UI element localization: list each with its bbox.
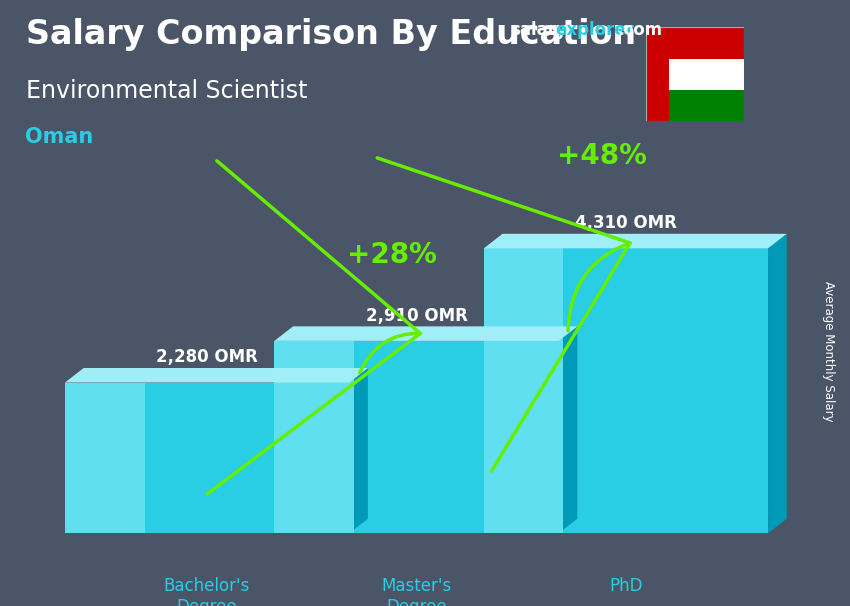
Text: 2,910 OMR: 2,910 OMR: [366, 307, 468, 325]
Polygon shape: [275, 327, 577, 341]
Text: Bachelor's
Degree: Bachelor's Degree: [164, 577, 250, 606]
Polygon shape: [65, 368, 368, 382]
Polygon shape: [349, 368, 368, 533]
Polygon shape: [558, 327, 577, 533]
Text: 4,310 OMR: 4,310 OMR: [575, 214, 677, 232]
Polygon shape: [65, 382, 144, 533]
FancyBboxPatch shape: [484, 248, 768, 533]
Text: .com: .com: [617, 21, 662, 39]
Text: Master's
Degree: Master's Degree: [382, 577, 451, 606]
Text: Average Monthly Salary: Average Monthly Salary: [822, 281, 836, 422]
Bar: [646, 90, 744, 121]
Text: +48%: +48%: [557, 142, 647, 170]
Text: Environmental Scientist: Environmental Scientist: [26, 79, 307, 103]
Bar: [646, 27, 744, 59]
FancyBboxPatch shape: [65, 382, 349, 533]
Polygon shape: [484, 234, 787, 248]
FancyBboxPatch shape: [275, 341, 558, 533]
Text: Salary Comparison By Education: Salary Comparison By Education: [26, 18, 636, 51]
Text: +28%: +28%: [348, 241, 437, 269]
Bar: [646, 59, 744, 90]
Text: salary: salary: [510, 21, 567, 39]
Polygon shape: [484, 248, 564, 533]
Polygon shape: [768, 234, 787, 533]
Text: explorer: explorer: [555, 21, 634, 39]
Text: 2,280 OMR: 2,280 OMR: [156, 348, 258, 366]
Polygon shape: [275, 341, 354, 533]
Bar: [646, 27, 669, 121]
Text: PhD: PhD: [609, 577, 643, 595]
Text: Oman: Oman: [26, 127, 94, 147]
